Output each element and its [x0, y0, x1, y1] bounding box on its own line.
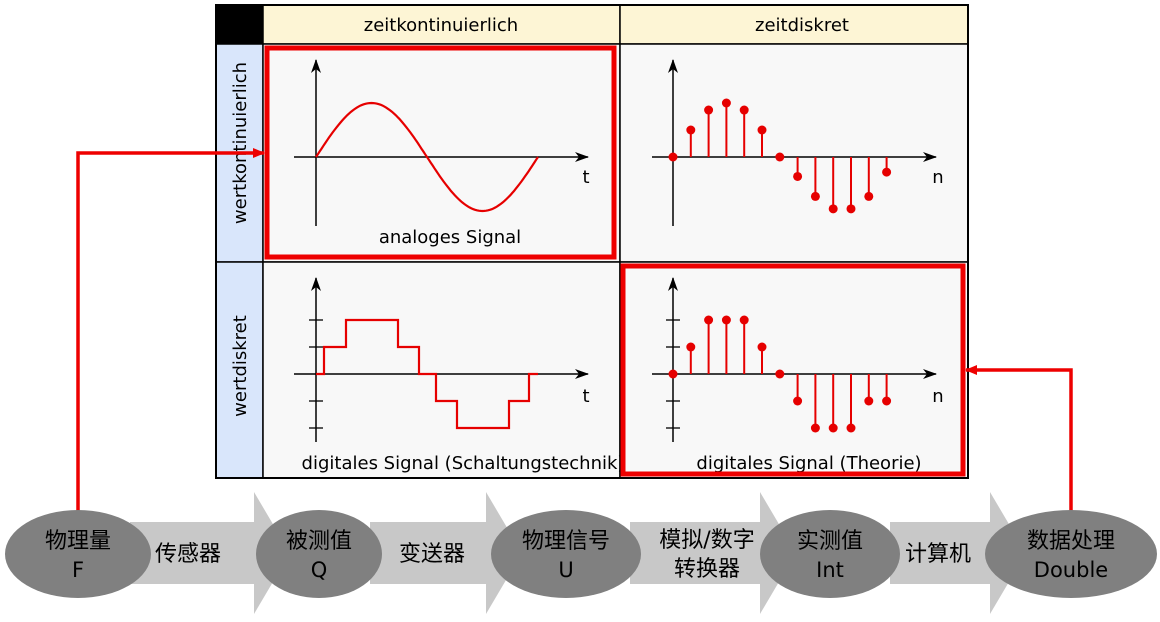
- node-physical-signal: [491, 510, 641, 598]
- cell-analog: [262, 43, 621, 263]
- table-corner: [216, 5, 263, 44]
- quantized-point: [757, 342, 767, 352]
- step-label-transmitter: 变送器: [399, 542, 465, 567]
- sampled-point: [721, 98, 731, 108]
- sampled-point: [775, 152, 785, 162]
- quantized-point: [686, 342, 696, 352]
- sampled-point: [704, 105, 714, 115]
- step-arrow-adc: [630, 492, 796, 614]
- node-measured-value: [256, 510, 382, 598]
- table-border: [215, 4, 969, 479]
- sampled-point: [686, 125, 696, 135]
- node-actual-value: [760, 510, 900, 598]
- node-physical-signal-line2: U: [558, 558, 573, 582]
- col-header-discrete-time: zeitdiskret: [755, 15, 849, 36]
- step-label-computer: 计算机: [905, 542, 971, 567]
- node-data-processing: [985, 510, 1157, 598]
- analog-highlight-box: [264, 45, 617, 260]
- col-header-cell-discrete-time: [619, 4, 969, 45]
- node-actual-value-line2: Int: [816, 558, 844, 582]
- sampled-point: [864, 191, 874, 201]
- quantized-point: [704, 315, 714, 325]
- pipeline-steps: 传感器 变送器 模拟/数字 转换器 计算机: [130, 492, 1026, 614]
- step-label-adc-line1: 模拟/数字: [659, 528, 754, 553]
- digital-theory-stems: [668, 315, 892, 433]
- cell-digital-circuit: [262, 261, 621, 479]
- row-header-discrete-value: wertdiskret: [230, 315, 251, 417]
- node-measured-value-line1: 被测值: [286, 529, 352, 554]
- sampled-stems: [668, 98, 892, 214]
- signal-table: zeitkontinuierlich zeitdiskret wertkonti…: [215, 4, 969, 479]
- analog-caption: analoges Signal: [379, 227, 521, 248]
- row-header-continuous-value: wertkontinuierlich: [230, 62, 251, 224]
- step-arrow-transmitter: [370, 492, 522, 614]
- digital-circuit-step-curve: [316, 318, 538, 430]
- digital-theory-plot: n digitales Signal (Theorie): [652, 277, 944, 474]
- node-physical-quantity: [5, 510, 151, 598]
- quantized-point: [846, 423, 856, 433]
- col-header-continuous-time: zeitkontinuierlich: [364, 15, 518, 36]
- node-measured-value-line2: Q: [311, 558, 328, 582]
- sampled-point: [810, 191, 820, 201]
- step-arrow-sensor: [130, 492, 290, 614]
- quantized-point: [864, 396, 874, 406]
- pipeline-nodes: 物理量 F 被测值 Q 物理信号 U 实测值 Int 数据处理 Double: [5, 510, 1157, 598]
- sampled-point: [668, 152, 678, 162]
- quantized-point: [721, 315, 731, 325]
- digital-circuit-axis-label: t: [582, 386, 589, 407]
- cell-sampled: [619, 43, 969, 263]
- step-label-sensor: 传感器: [155, 542, 221, 567]
- sampled-point: [828, 204, 838, 214]
- node-physical-signal-line1: 物理信号: [522, 529, 610, 554]
- sampled-axis-label: n: [932, 167, 943, 188]
- digital-theory-ticks: [666, 319, 680, 429]
- digital-circuit-plot: t digitales Signal (Schaltungstechnik): [294, 277, 625, 474]
- analog-sine-curve: [315, 101, 539, 213]
- node-actual-value-line1: 实测值: [797, 529, 863, 554]
- digital-circuit-ticks: [309, 319, 323, 429]
- quantized-point: [739, 315, 749, 325]
- sampled-plot: n: [652, 59, 944, 226]
- col-header-cell-continuous-time: [262, 4, 621, 45]
- sampled-point: [846, 204, 856, 214]
- connector-digital-to-processing: [965, 365, 1073, 512]
- sampled-point: [793, 171, 803, 181]
- step-label-adc-line2: 转换器: [674, 557, 740, 582]
- sampled-point: [757, 125, 767, 135]
- step-arrow-computer: [890, 492, 1026, 614]
- quantized-point: [775, 369, 785, 379]
- digital-theory-highlight-box: [620, 263, 966, 477]
- quantized-point: [668, 369, 678, 379]
- quantized-point: [793, 396, 803, 406]
- quantized-point: [810, 423, 820, 433]
- digital-theory-caption: digitales Signal (Theorie): [696, 453, 921, 474]
- sampled-point: [882, 167, 892, 177]
- node-physical-quantity-line2: F: [72, 558, 84, 582]
- digital-circuit-caption: digitales Signal (Schaltungstechnik): [302, 453, 625, 474]
- analog-axis-label: t: [582, 167, 589, 188]
- node-data-processing-line1: 数据处理: [1027, 529, 1115, 554]
- cell-digital-theory: [619, 261, 969, 479]
- node-physical-quantity-line1: 物理量: [45, 529, 111, 554]
- quantized-point: [882, 396, 892, 406]
- analog-plot: t analoges Signal: [294, 59, 590, 248]
- quantized-point: [828, 423, 838, 433]
- node-data-processing-line2: Double: [1034, 558, 1108, 582]
- digital-theory-axis-label: n: [932, 386, 943, 407]
- sampled-point: [739, 105, 749, 115]
- connector-physical-to-analog: [76, 148, 265, 512]
